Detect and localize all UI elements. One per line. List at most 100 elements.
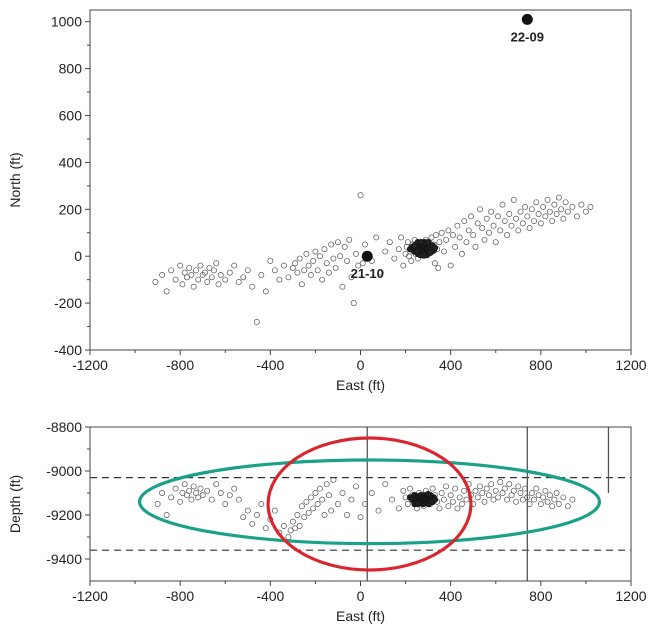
chart-1-event-point bbox=[492, 487, 499, 494]
chart-1-event-point bbox=[323, 481, 330, 488]
chart-1-event-point bbox=[154, 501, 161, 507]
chart-1-event-point bbox=[569, 496, 576, 503]
chart-0-y-tick-label: 600 bbox=[59, 108, 83, 124]
chart-0-event-point bbox=[271, 267, 278, 274]
chart-0-event-point bbox=[344, 257, 350, 264]
chart-0-event-point bbox=[341, 243, 348, 250]
chart-0-event-point bbox=[497, 227, 504, 234]
chart-1-event-point bbox=[479, 490, 486, 496]
chart-1-event-point bbox=[197, 485, 204, 492]
chart-1-event-point bbox=[522, 485, 529, 492]
chart-1-event-point bbox=[449, 498, 456, 505]
chart-1-event-point bbox=[447, 492, 454, 499]
chart-0-event-point bbox=[438, 229, 445, 236]
chart-0-event-point bbox=[217, 272, 224, 278]
chart-0-event-point bbox=[337, 253, 344, 260]
chart-0-event-point bbox=[544, 196, 551, 203]
chart-0-event-point bbox=[188, 272, 195, 278]
chart-1-event-point bbox=[537, 501, 544, 507]
chart-0-cluster-event-point bbox=[413, 248, 421, 255]
chart-1-event-point bbox=[445, 503, 452, 510]
chart-0-event-point bbox=[186, 264, 193, 271]
chart-1-event-point bbox=[551, 496, 558, 503]
chart-0-event-point bbox=[465, 227, 472, 234]
chart-1-event-point bbox=[213, 481, 220, 488]
chart-0-event-point bbox=[404, 239, 411, 246]
chart-1-event-point bbox=[560, 494, 567, 501]
chart-1-event-point bbox=[488, 481, 495, 488]
chart-0-event-point bbox=[490, 222, 497, 229]
chart-1-event-point bbox=[271, 507, 278, 514]
chart-0-event-point bbox=[553, 211, 560, 217]
chart-0-event-point bbox=[332, 264, 339, 271]
chart-1-event-point bbox=[513, 498, 519, 505]
chart-1-event-point bbox=[280, 523, 287, 529]
chart-1-event-point bbox=[474, 494, 481, 501]
chart-1-event-point bbox=[231, 485, 238, 492]
chart-1-event-point bbox=[440, 496, 447, 503]
chart-0-event-point bbox=[470, 232, 477, 239]
chart-1-event-point bbox=[531, 496, 538, 503]
chart-0-event-point bbox=[310, 257, 317, 264]
chart-0-event-point bbox=[549, 218, 556, 224]
chart-1-y-tick-label: -8800 bbox=[46, 419, 82, 435]
chart-0-event-point bbox=[357, 192, 364, 199]
chart-1-y-tick-label: -9200 bbox=[46, 507, 82, 523]
chart-0-event-point bbox=[314, 267, 321, 274]
chart-0-event-point bbox=[335, 239, 341, 246]
chart-1-event-point bbox=[344, 512, 350, 518]
chart-0-event-point bbox=[253, 318, 260, 325]
chart-0-event-point bbox=[551, 201, 558, 208]
chart-0-event-point bbox=[486, 229, 492, 236]
chart-0-event-point bbox=[222, 276, 229, 283]
chart-1-event-point bbox=[298, 503, 305, 510]
chart-1-cluster-event-point bbox=[414, 500, 422, 508]
chart-0-event-point bbox=[298, 281, 305, 288]
chart-0-event-point bbox=[508, 222, 515, 229]
chart-1-event-point bbox=[549, 503, 556, 510]
chart-0-event-point bbox=[211, 267, 217, 274]
top-plot-north-vs-east: -1200 -800 -400 0 400 800 1200 -400 -200 0 200 400 6… bbox=[7, 9, 647, 393]
chart-1-event-point bbox=[249, 520, 256, 527]
chart-1-event-point bbox=[407, 485, 414, 492]
chart-1-event-point bbox=[188, 496, 195, 503]
chart-1-event-point bbox=[495, 494, 501, 501]
chart-0-event-point bbox=[235, 279, 242, 285]
chart-0-event-point bbox=[524, 213, 531, 220]
chart-1-event-point bbox=[477, 483, 483, 490]
chart-0-event-point bbox=[215, 281, 222, 288]
chart-0-event-point bbox=[316, 253, 323, 260]
chart-1-cluster-event-point bbox=[431, 496, 439, 503]
chart-0-event-point bbox=[353, 250, 359, 257]
chart-0-event-point bbox=[382, 248, 389, 255]
chart-0-event-point bbox=[159, 272, 166, 278]
chart-0-event-point bbox=[528, 206, 535, 213]
chart-1-ellipse bbox=[137, 458, 602, 546]
chart-1-event-point bbox=[258, 501, 265, 507]
chart-1-x-tick-label: 800 bbox=[529, 588, 553, 604]
chart-0-well-marker bbox=[521, 13, 533, 25]
chart-0-event-point bbox=[587, 204, 594, 210]
chart-1-event-point bbox=[506, 481, 513, 488]
chart-0-event-point bbox=[179, 281, 186, 288]
chart-0-event-point bbox=[395, 246, 402, 253]
chart-1-event-point bbox=[177, 498, 184, 505]
chart-1-event-point bbox=[303, 498, 310, 505]
chart-1-event-point bbox=[172, 485, 179, 492]
chart-1-x-tick-label: -400 bbox=[256, 588, 284, 604]
chart-0-event-point bbox=[325, 269, 332, 276]
chart-1-event-point bbox=[510, 487, 517, 494]
chart-0-event-point bbox=[519, 220, 526, 227]
chart-0-event-point bbox=[533, 199, 540, 206]
chart-0-x-tick-label: 0 bbox=[357, 357, 365, 373]
chart-1-event-point bbox=[253, 512, 260, 518]
chart-0-event-point bbox=[582, 208, 589, 215]
chart-0-event-point bbox=[526, 225, 533, 232]
chart-0-well-label: 22-09 bbox=[511, 29, 544, 44]
chart-0-event-point bbox=[513, 215, 519, 222]
chart-0-event-point bbox=[501, 218, 508, 224]
chart-0-event-point bbox=[192, 267, 199, 274]
chart-1-plot-area bbox=[90, 427, 631, 581]
chart-0-event-point bbox=[535, 211, 542, 217]
